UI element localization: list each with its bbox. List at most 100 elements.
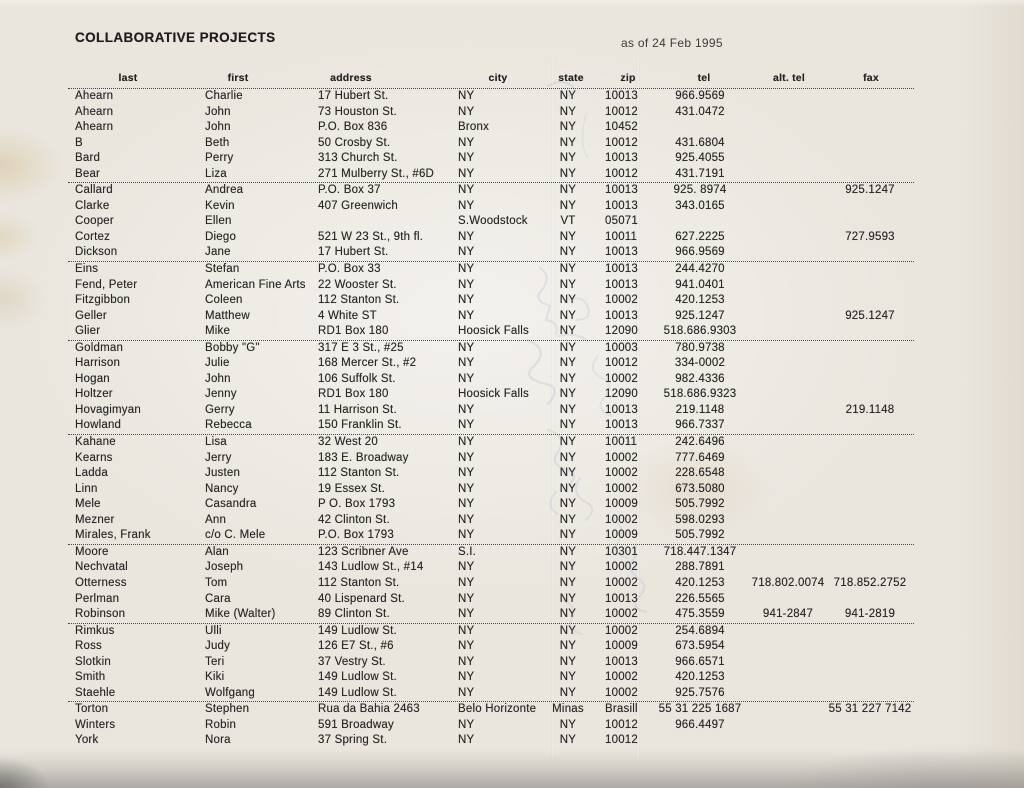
table-group: Rimkus Ulli 149 Ludlow St. NY NY 10002 254.689… [68,622,914,702]
cell-address: P.O. Box 1793 [318,529,394,542]
cell-fax [826,278,914,294]
cell-city: NY [458,467,475,480]
cell-address: 271 Mulberry St., #6D [318,167,435,180]
table-row: Dickson Jane 17 Hubert St. NY NY 10013 966.956… [68,245,914,261]
cell-alt_tel [750,624,826,640]
cell-fax [826,167,914,183]
cell-zip: 10012 [605,167,638,180]
cell-zip: 10009 [605,498,638,511]
cell-city: Bronx [458,121,490,134]
cell-address: 150 Franklin St. [318,419,402,432]
cell-first: Jenny [205,388,237,401]
cell-fax [826,466,914,482]
cell-first: Stefan [205,263,240,276]
cell-alt_tel [750,560,826,576]
cell-last: Callard [75,184,113,197]
cell-address: 407 Greenwich [318,199,398,212]
cell-state: NY [559,624,577,637]
table-row: Goldman Bobby "G" 317 E 3 St., #25 NY NY 1000… [68,341,914,357]
table-row: Harrison Julie 168 Mercer St., #2 NY NY 10012… [68,356,914,372]
table-group: Eins Stefan P.O. Box 33 NY NY 10013 244.4270 Fe… [68,261,914,340]
column-header-state: state [558,72,584,84]
cell-address: 50 Crosby St. [318,136,391,149]
document-title: COLLABORATIVE PROJECTS [75,30,276,45]
cell-first: Ellen [205,215,232,228]
cell-zip: 10012 [605,734,638,747]
cell-last: Ahearn [75,121,114,134]
cell-tel: 420.1253 [675,576,725,589]
cell-address: 168 Mercer St., #2 [318,357,417,370]
cell-alt_tel [750,718,826,734]
cell-state: VT [560,215,576,228]
cell-tel: 673.5080 [675,482,725,495]
cell-first: Kevin [205,199,235,212]
table-group: Torton Stephen Rua da Bahia 2463 Belo Horiz… [68,701,914,749]
cell-zip: 10009 [605,529,638,542]
cell-state: NY [559,388,577,401]
cell-first: Justen [205,467,241,480]
cell-first: Nancy [205,482,239,495]
cell-first: Casandra [205,498,257,511]
cell-state: NY [559,545,577,558]
cell-fax [826,136,914,152]
cell-last: Holtzer [75,388,113,401]
cell-zip: 10013 [605,592,638,605]
cell-alt_tel: 718.802.0074 [751,576,825,589]
table-row: Moore Alan 123 Scribner Ave S.I. NY 10301 718.… [68,545,914,561]
cell-last: Slotkin [75,655,111,668]
cell-zip: 10013 [605,263,638,276]
cell-city: NY [458,263,475,276]
cell-address: 313 Church St. [318,152,398,165]
cell-state: NY [559,419,577,432]
cell-zip: 10002 [605,608,638,621]
cell-first: Alan [205,545,229,558]
cell-first: Kiki [205,671,225,684]
table-row: Callard Andrea P.O. Box 37 NY NY 10013 925. 89… [68,183,914,199]
cell-alt_tel [750,655,826,671]
cell-last: Cooper [75,215,114,228]
cell-last: Rimkus [75,624,115,637]
cell-zip: 10002 [605,576,638,589]
cell-last: Mele [75,498,101,511]
cell-last: Smith [75,671,106,684]
cell-fax [826,293,914,309]
cell-tel: 925.1247 [675,309,725,322]
cell-tel: 966.7337 [675,419,725,432]
cell-state: NY [559,734,577,747]
cell-city: NY [458,576,475,589]
cell-fax [826,214,914,230]
table-row: Rimkus Ulli 149 Ludlow St. NY NY 10002 254.689… [68,624,914,640]
cell-zip: 10003 [605,341,638,354]
cell-alt_tel [750,324,826,340]
cell-address: 40 Lispenard St. [318,592,405,605]
cell-last: Eins [75,263,99,276]
cell-city: NY [458,167,475,180]
cell-last: Bard [75,152,101,165]
cell-tel [650,733,750,749]
cell-fax [826,435,914,451]
table-row: Torton Stephen Rua da Bahia 2463 Belo Horiz… [68,702,914,718]
cell-zip: 10012 [605,105,638,118]
cell-last: Robinson [75,608,126,621]
cell-fax [826,670,914,686]
table-row: Cooper Ellen S.Woodstock VT 05071 [68,214,914,230]
cell-city: NY [458,230,475,243]
cell-last: Cortez [75,230,111,243]
cell-last: Ahearn [75,90,114,102]
cell-fax [826,718,914,734]
cell-tel: 420.1253 [675,671,725,684]
cell-zip: 10002 [605,624,638,637]
cell-state: NY [559,403,577,416]
column-header-fax: fax [863,72,879,84]
cell-tel: 55 31 225 1687 [658,703,742,716]
cell-tel: 244.4270 [675,263,725,276]
cell-city: NY [458,624,475,637]
cell-city: NY [458,184,475,197]
table-row: Mezner Ann 42 Clinton St. NY NY 10002 598.0293 [68,513,914,529]
table-row: Ahearn Charlie 17 Hubert St. NY NY 10013 966.9… [68,89,914,105]
cell-fax [826,89,914,105]
cell-city: NY [458,372,475,385]
cell-fax [826,341,914,357]
cell-tel: 219.1148 [675,403,725,416]
cell-last: Mezner [75,513,115,526]
